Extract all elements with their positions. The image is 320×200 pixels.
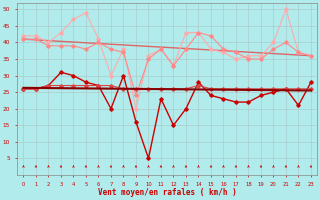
X-axis label: Vent moyen/en rafales ( km/h ): Vent moyen/en rafales ( km/h ) [98,188,236,197]
